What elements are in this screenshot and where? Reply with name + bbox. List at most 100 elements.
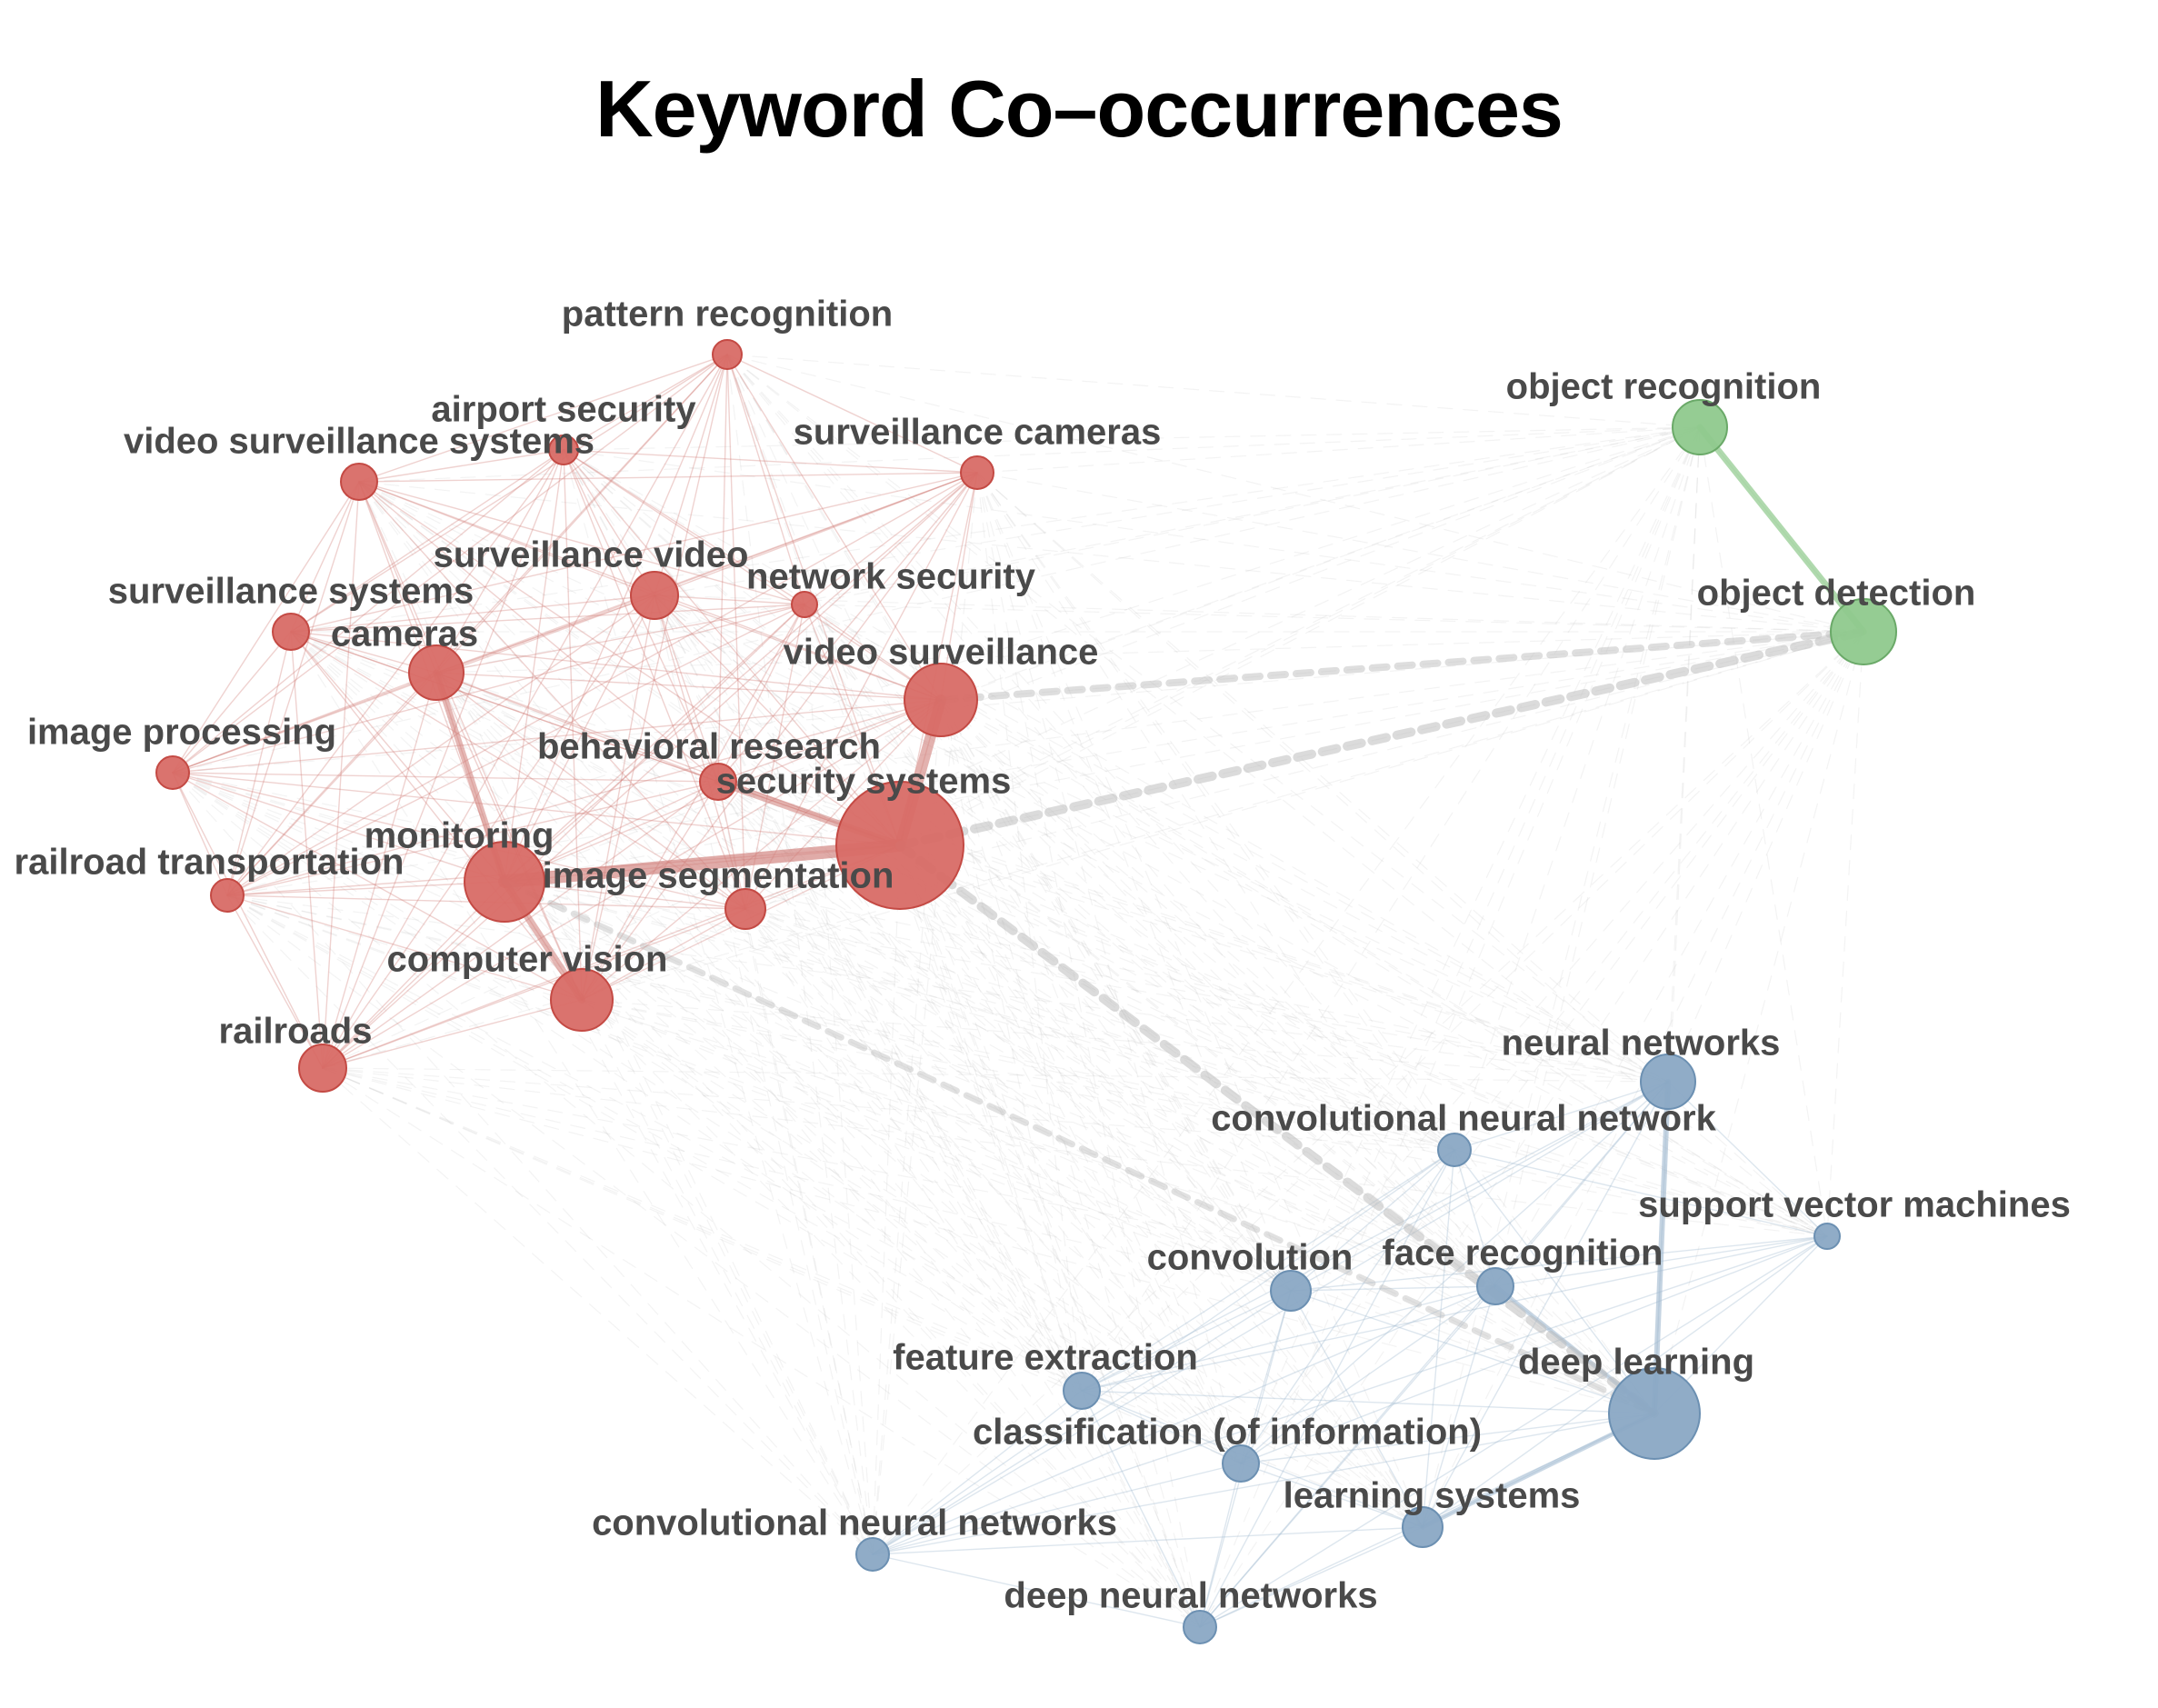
edge: [564, 450, 1200, 1627]
edge: [505, 882, 1454, 1150]
edge: [505, 882, 1291, 1291]
edge: [727, 355, 1863, 632]
edge: [1241, 1150, 1454, 1463]
edge: [1654, 1082, 1668, 1413]
node-network_security: [792, 592, 817, 617]
edge: [323, 1068, 1668, 1082]
edge: [941, 700, 1241, 1463]
node-image_processing: [156, 756, 189, 789]
edge: [1668, 632, 1863, 1082]
edge: [564, 450, 654, 595]
edge: [291, 632, 873, 1554]
edge: [323, 427, 1700, 1068]
edge: [227, 895, 873, 1554]
edge: [1827, 632, 1863, 1236]
node-computer_vision: [551, 969, 613, 1031]
node-video_surveillance: [904, 664, 977, 736]
node-monitoring: [465, 842, 544, 922]
edge: [1700, 427, 1863, 632]
edge: [977, 473, 1495, 1286]
node-convolutional_neural_network: [1438, 1134, 1471, 1166]
edge: [727, 355, 1454, 1150]
edge: [323, 1000, 582, 1068]
edge: [323, 1068, 1654, 1413]
edge: [1668, 427, 1700, 1082]
edge: [727, 355, 1668, 1082]
edge: [582, 1000, 1291, 1291]
node-classification: [1223, 1445, 1259, 1482]
node-airport_security: [549, 435, 578, 464]
edge: [977, 473, 1241, 1463]
node-behavioral_research: [700, 764, 736, 800]
edge: [900, 427, 1700, 845]
edge: [1454, 427, 1700, 1150]
node-security_systems: [836, 782, 964, 909]
edge: [173, 673, 436, 773]
edge: [1654, 632, 1863, 1413]
node-deep_neural_networks: [1184, 1611, 1216, 1643]
edge: [359, 473, 977, 482]
edge: [582, 1000, 873, 1554]
node-cameras: [409, 645, 464, 700]
edge: [1082, 1391, 1200, 1627]
node-deep_learning: [1609, 1368, 1700, 1459]
node-surveillance_cameras: [961, 456, 994, 489]
edge: [1668, 1082, 1827, 1236]
edge: [564, 450, 977, 473]
edge: [1495, 427, 1700, 1286]
edge: [564, 427, 1700, 450]
edge: [323, 1068, 1291, 1291]
edge: [1200, 1150, 1454, 1627]
node-video_surveillance_systems: [341, 464, 377, 500]
node-face_recognition: [1477, 1268, 1514, 1304]
network-diagram: Keyword Co–occurrences pattern recogniti…: [0, 0, 2158, 1708]
node-surveillance_systems: [273, 614, 309, 650]
edge: [582, 1000, 1654, 1413]
edge: [227, 895, 1082, 1391]
edge: [1200, 1527, 1423, 1627]
node-neural_networks: [1641, 1054, 1695, 1109]
edge: [505, 632, 1863, 882]
edge: [1082, 1391, 1654, 1413]
node-convolutional_neural_networks: [856, 1538, 889, 1571]
edge: [227, 895, 1495, 1286]
edge: [436, 673, 582, 1000]
node-surveillance_video: [631, 572, 678, 619]
edge: [977, 473, 1863, 632]
node-railroads: [299, 1044, 346, 1092]
edge: [900, 845, 1082, 1391]
edge: [1291, 427, 1700, 1291]
edge: [227, 895, 323, 1068]
edge: [1700, 427, 1827, 1236]
edge: [873, 1413, 1654, 1554]
edge: [1495, 632, 1863, 1286]
node-support_vector_machines: [1814, 1224, 1840, 1249]
node-object_recognition: [1673, 400, 1727, 454]
edge: [727, 355, 1700, 427]
edge: [727, 355, 804, 604]
node-pattern_recognition: [713, 340, 742, 369]
edge: [564, 450, 1863, 632]
edge: [173, 700, 941, 773]
edge: [291, 632, 1082, 1391]
edge: [873, 1463, 1241, 1554]
edge: [359, 482, 1827, 1236]
edge: [359, 482, 804, 604]
edge: [654, 595, 873, 1554]
node-object_detection: [1831, 599, 1896, 664]
edge: [1082, 1150, 1454, 1391]
edge: [804, 604, 1241, 1463]
edge: [323, 1068, 1495, 1286]
edge: [359, 482, 436, 673]
edge: [745, 909, 1454, 1150]
node-learning_systems: [1403, 1507, 1443, 1547]
edge: [359, 355, 727, 482]
node-convolution: [1271, 1271, 1311, 1311]
node-feature_extraction: [1064, 1373, 1100, 1409]
edge: [873, 1391, 1082, 1554]
node-railroad_transportation: [211, 879, 244, 912]
edge: [900, 845, 1654, 1413]
node-image_segmentation: [725, 889, 765, 929]
edge: [977, 473, 1668, 1082]
edge: [227, 895, 1200, 1627]
